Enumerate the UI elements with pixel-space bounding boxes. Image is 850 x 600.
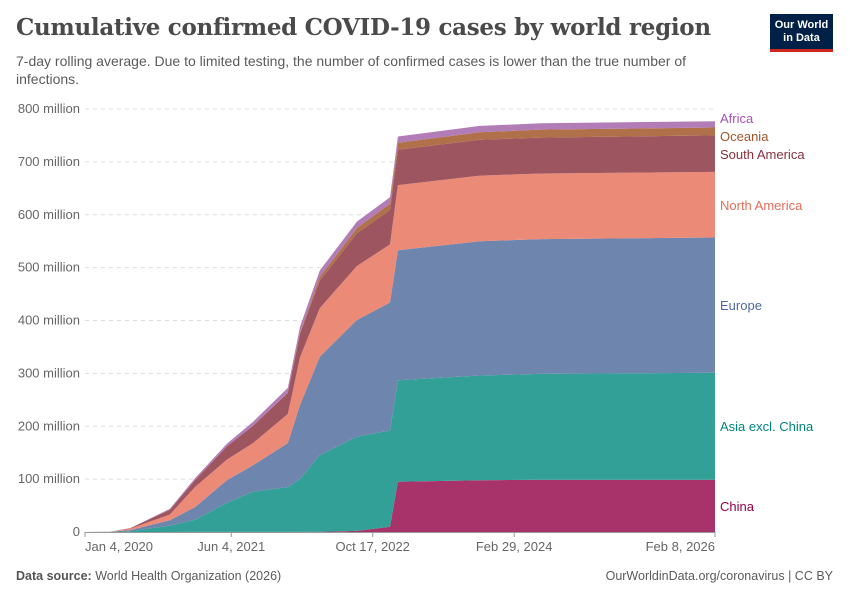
series-label-china[interactable]: China bbox=[720, 499, 755, 514]
data-source-text: World Health Organization (2026) bbox=[95, 569, 282, 583]
area-europe[interactable] bbox=[85, 237, 715, 533]
y-tick-label: 300 million bbox=[18, 365, 80, 380]
x-tick-label: Jan 4, 2020 bbox=[85, 539, 153, 554]
owid-logo[interactable]: Our World in Data bbox=[770, 14, 833, 52]
x-tick-label: Jun 4, 2021 bbox=[197, 539, 265, 554]
y-axis: 0 100 million 200 million 300 million 400 mi… bbox=[18, 101, 80, 539]
y-tick-label: 700 million bbox=[18, 154, 80, 169]
area-series bbox=[85, 121, 715, 532]
x-tick-label: Oct 17, 2022 bbox=[335, 539, 409, 554]
data-source: Data source: World Health Organization (… bbox=[16, 569, 281, 583]
series-label-africa[interactable]: Africa bbox=[720, 111, 754, 126]
y-tick-label: 800 million bbox=[18, 101, 80, 116]
x-axis: Jan 4, 2020 Jun 4, 2021 Oct 17, 2022 Feb 29… bbox=[84, 532, 716, 554]
y-tick-label: 600 million bbox=[18, 207, 80, 222]
y-tick-label: 0 bbox=[73, 524, 80, 539]
series-label-north-america[interactable]: North America bbox=[720, 198, 803, 213]
series-label-asia-excl-china[interactable]: Asia excl. China bbox=[720, 419, 814, 434]
series-labels: China Asia excl. China Europe North America… bbox=[720, 111, 814, 514]
series-label-oceania[interactable]: Oceania bbox=[720, 129, 769, 144]
y-tick-label: 400 million bbox=[18, 313, 80, 328]
series-label-europe[interactable]: Europe bbox=[720, 298, 762, 313]
x-tick-label: Feb 8, 2026 bbox=[646, 539, 715, 554]
y-tick-label: 500 million bbox=[18, 260, 80, 275]
data-source-label: Data source: bbox=[16, 569, 92, 583]
x-tick-label: Feb 29, 2024 bbox=[476, 539, 553, 554]
area-north-america[interactable] bbox=[85, 171, 715, 532]
y-tick-label: 100 million bbox=[18, 471, 80, 486]
series-label-south-america[interactable]: South America bbox=[720, 147, 805, 162]
area-china[interactable] bbox=[85, 479, 715, 532]
y-tick-label: 200 million bbox=[18, 418, 80, 433]
chart-title: Cumulative confirmed COVID-19 cases by w… bbox=[16, 14, 711, 41]
area-asia-excl-china[interactable] bbox=[85, 372, 715, 532]
footer-link[interactable]: OurWorldinData.org/coronavirus | CC BY bbox=[605, 569, 833, 583]
chart-subtitle: 7-day rolling average. Due to limited te… bbox=[16, 53, 687, 87]
